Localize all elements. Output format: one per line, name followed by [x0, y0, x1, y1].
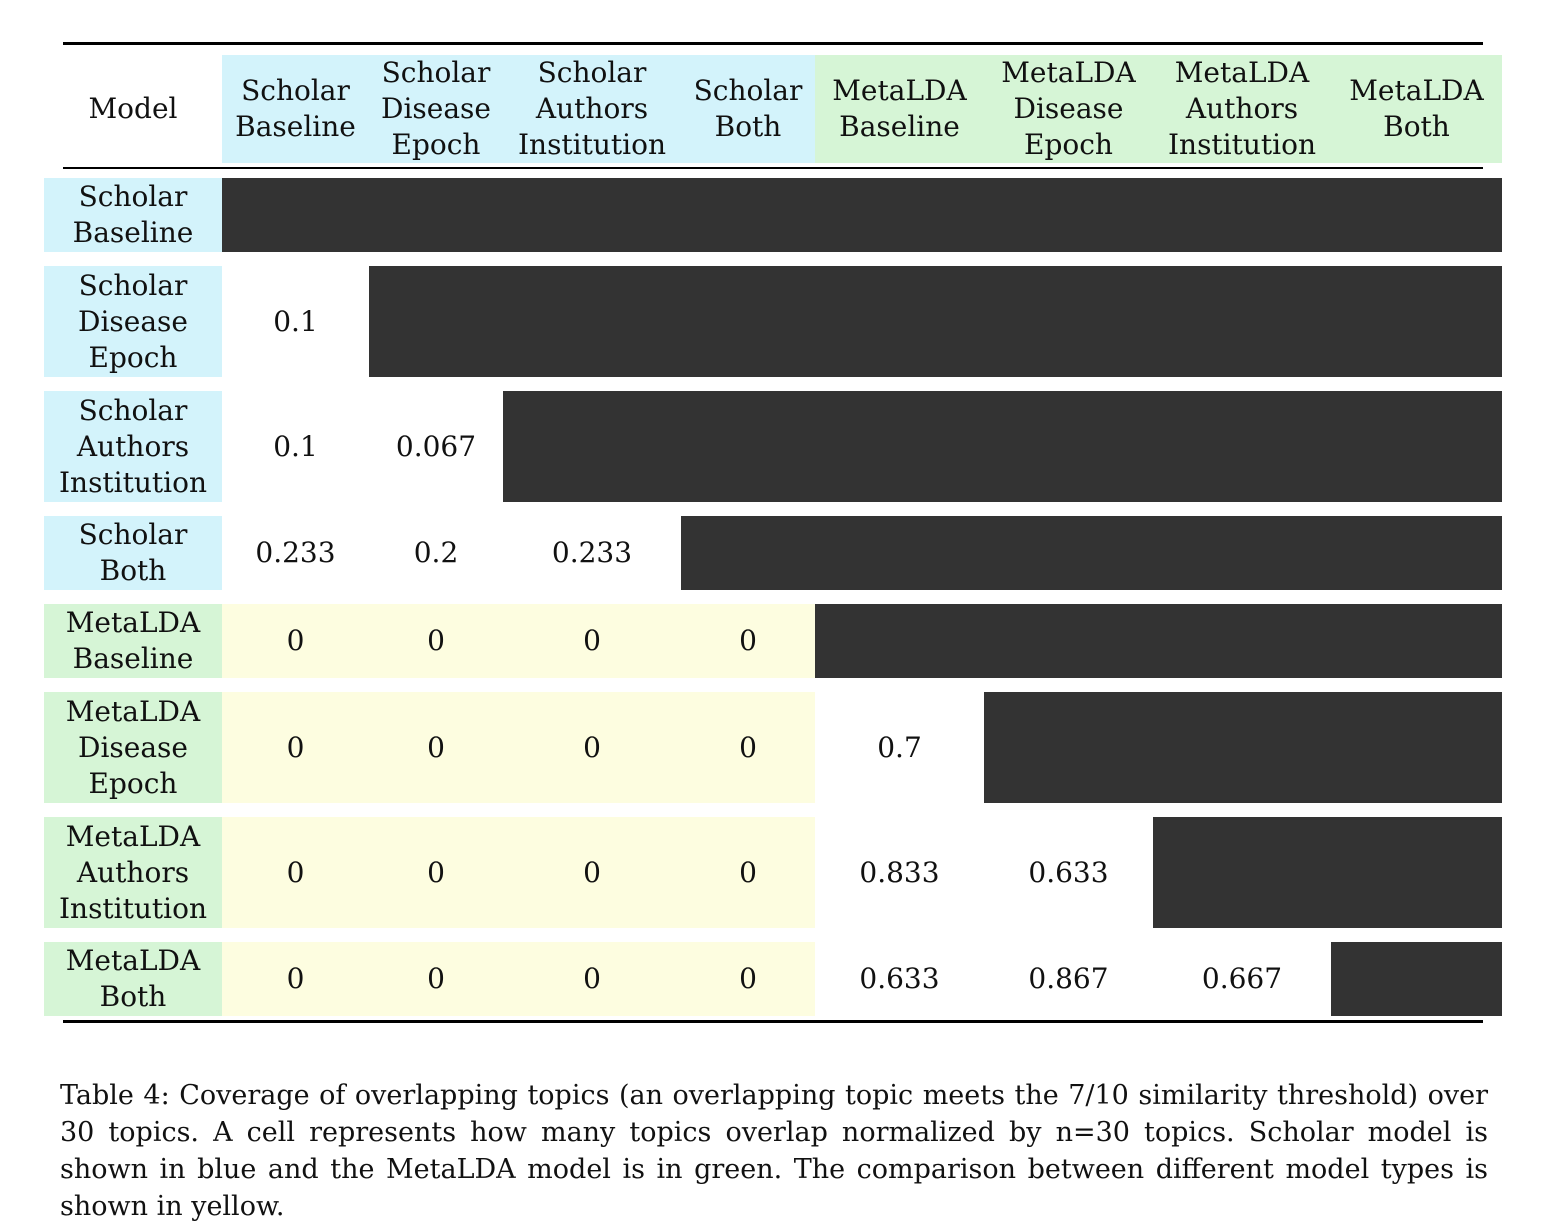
- masked-cells: [369, 266, 1502, 377]
- bottom-rule: [63, 1020, 1483, 1023]
- column-header: MetaLDA Baseline: [815, 55, 984, 163]
- table-cell: 0.067: [369, 391, 503, 502]
- row-header: Scholar Baseline: [44, 178, 222, 252]
- row-header: MetaLDA Both: [44, 942, 222, 1016]
- row-header: Scholar Authors Institution: [44, 391, 222, 502]
- table-cell: 0.867: [984, 942, 1153, 1016]
- masked-cells: [681, 516, 1502, 590]
- table-cell: 0.633: [815, 942, 984, 1016]
- top-rule: [63, 42, 1483, 45]
- corner-header: Model: [88, 92, 178, 125]
- table-cell: 0: [681, 817, 815, 928]
- table-cell: 0: [222, 604, 369, 678]
- table-cell: 0: [503, 942, 681, 1016]
- table-cell: 0: [369, 817, 503, 928]
- table-cell: 0.1: [222, 391, 369, 502]
- masked-cells: [1331, 942, 1502, 1016]
- table-cell: 0.633: [984, 817, 1153, 928]
- table-cell: 0: [369, 942, 503, 1016]
- table-cell: 0: [681, 604, 815, 678]
- table-cell: 0: [503, 817, 681, 928]
- row-header: MetaLDA Baseline: [44, 604, 222, 678]
- header-rule: [63, 167, 1483, 169]
- masked-cells: [984, 692, 1502, 803]
- table-cell: 0: [222, 692, 369, 803]
- column-header: Scholar Both: [681, 55, 815, 163]
- table-cell: 0.833: [815, 817, 984, 928]
- table-cell: 0.2: [369, 516, 503, 590]
- table-cell: 0: [369, 692, 503, 803]
- table-cell: 0.7: [815, 692, 984, 803]
- row-header: Scholar Disease Epoch: [44, 266, 222, 377]
- table-caption: Table 4: Coverage of overlapping topics …: [60, 1080, 1488, 1222]
- row-header: Scholar Both: [44, 516, 222, 590]
- column-header: Scholar Disease Epoch: [369, 55, 503, 163]
- column-header: Scholar Baseline: [222, 55, 369, 163]
- table-cell: 0.233: [503, 516, 681, 590]
- table-cell: 0: [222, 942, 369, 1016]
- table-cell: 0: [503, 604, 681, 678]
- masked-cells: [503, 391, 1502, 502]
- masked-cells: [222, 178, 1502, 252]
- table-cell: 0: [503, 692, 681, 803]
- table-cell: 0.233: [222, 516, 369, 590]
- table-cell: 0: [681, 692, 815, 803]
- table-cell: 0: [222, 817, 369, 928]
- column-header: MetaLDA Disease Epoch: [984, 55, 1153, 163]
- table-cell: 0: [369, 604, 503, 678]
- table-cell: 0: [681, 942, 815, 1016]
- masked-cells: [815, 604, 1502, 678]
- column-header: Scholar Authors Institution: [503, 55, 681, 163]
- table-cell: 0.1: [222, 266, 369, 377]
- column-header: MetaLDA Authors Institution: [1153, 55, 1331, 163]
- table-cell: 0.667: [1153, 942, 1331, 1016]
- masked-cells: [1153, 817, 1502, 928]
- column-header: MetaLDA Both: [1331, 55, 1502, 163]
- row-header: MetaLDA Authors Institution: [44, 817, 222, 928]
- row-header: MetaLDA Disease Epoch: [44, 692, 222, 803]
